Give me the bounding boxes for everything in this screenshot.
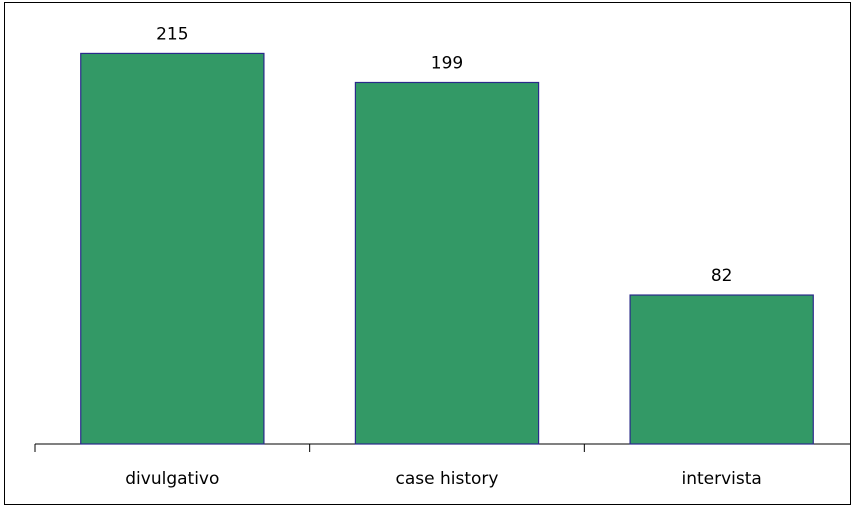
data-label: 199 <box>431 53 463 73</box>
bars-group <box>80 52 814 445</box>
category-label: divulgativo <box>125 469 219 489</box>
bar-intervista <box>629 294 814 445</box>
category-labels-group: divulgativo case history intervista <box>125 469 762 489</box>
bar-case-history <box>354 81 540 445</box>
data-label: 215 <box>156 24 188 44</box>
data-label: 82 <box>711 266 733 286</box>
x-axis-ticks <box>34 444 585 452</box>
bar-divulgativo <box>80 52 265 445</box>
category-label: intervista <box>681 469 761 489</box>
category-label: case history <box>396 469 499 489</box>
data-labels-group: 215 199 82 <box>156 24 732 286</box>
